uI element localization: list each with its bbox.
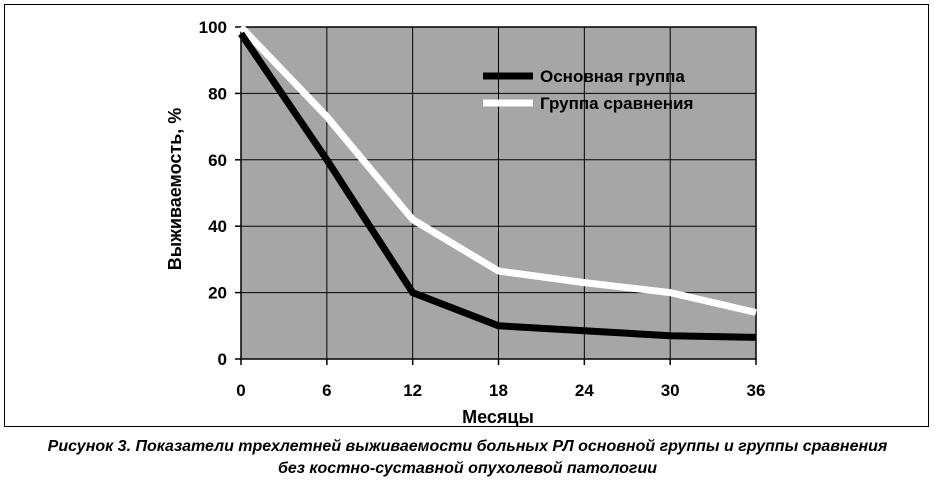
y-tick-label: 20 [208,284,227,303]
x-tick-label: 36 [747,381,766,400]
y-tick-labels: 0 20 40 60 80 100 [199,18,227,369]
caption-line-2: без костно-суставной опухолевой патологи… [278,460,657,477]
x-tick-label: 0 [236,381,245,400]
x-tick-labels: 0 6 12 18 24 30 36 [236,381,765,400]
y-tick-label: 100 [199,18,227,37]
data-series [238,24,757,341]
legend-label-1: Основная группа [540,67,685,86]
y-tick-label: 80 [208,84,227,103]
caption-line-1: Рисунок 3. Показатели трехлетней выживае… [47,438,888,455]
x-axis-title: Месяцы [462,407,534,427]
x-tick-label: 12 [403,381,422,400]
legend-label-2: Группа сравнения [540,94,693,113]
axes [235,26,757,365]
series-line-1 [238,31,757,341]
y-tick-label: 60 [208,151,227,170]
series-line-2 [238,24,757,316]
y-tick-label: 0 [218,350,227,369]
x-tick-label: 18 [489,381,508,400]
figure-caption: Рисунок 3. Показатели трехлетней выживае… [0,436,935,480]
x-tick-label: 6 [322,381,331,400]
survival-chart: 0 20 40 60 80 100 0 6 12 18 24 30 36 Основная групп… [165,18,765,427]
plot-border [240,26,757,360]
y-axis-title: Выживаемость, % [165,108,185,271]
y-tick-label: 40 [208,217,227,236]
x-tick-label: 24 [575,381,594,400]
x-tick-label: 30 [661,381,680,400]
legend: Основная группа Группа сравнения [483,67,693,113]
